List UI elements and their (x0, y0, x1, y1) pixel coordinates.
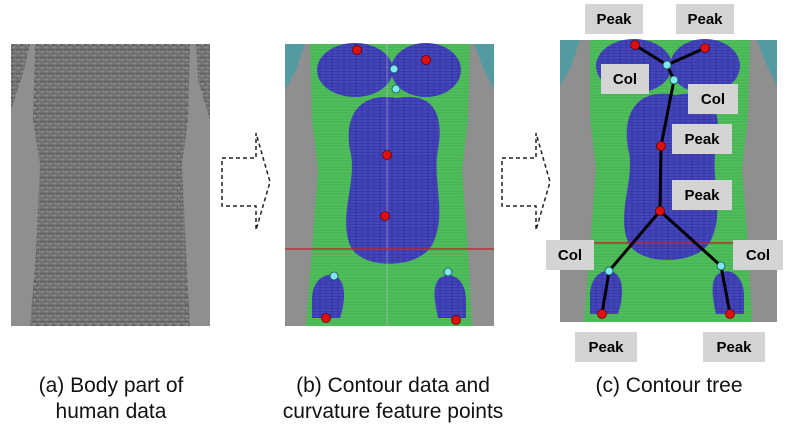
tree-edge (634, 43, 668, 67)
label-box (585, 4, 643, 34)
panel-a-body-image (11, 44, 210, 326)
tree-edge (666, 46, 706, 67)
label-box (676, 4, 734, 34)
col-point (329, 271, 339, 281)
arrow-b-to-c (501, 132, 551, 231)
tree-label: Peak (716, 339, 752, 356)
peak-point (725, 309, 735, 319)
panel-b-feature-points (321, 45, 461, 325)
tree-edge (658, 145, 663, 212)
peak-point (380, 211, 390, 221)
label-box (703, 332, 765, 362)
caption-panel-c: (c) Contour tree (595, 374, 743, 397)
tree-label: Col (613, 71, 637, 88)
tree-edge (719, 265, 732, 315)
col-point (669, 75, 679, 85)
peak-point (451, 315, 461, 325)
label-box (546, 240, 594, 270)
peak-point (655, 206, 665, 216)
col-point (604, 266, 614, 276)
label-box (733, 240, 783, 270)
tree-label: Col (558, 247, 582, 264)
col-point (662, 60, 672, 70)
tree-labels: Peak Peak Col Col Peak Peak Col Col Peak… (546, 4, 783, 362)
label-box (672, 124, 732, 154)
col-point (389, 64, 399, 74)
caption-panel-b: (b) Contour data and curvature feature p… (282, 374, 504, 423)
tree-edge (600, 270, 611, 315)
tree-label: Peak (684, 131, 720, 148)
col-point (391, 84, 401, 94)
caption-panel-a: (a) Body part of human data (38, 374, 184, 423)
label-box (601, 64, 649, 94)
peak-point (630, 40, 640, 50)
peak-point (656, 141, 666, 151)
tree-label: Col (701, 91, 725, 108)
label-box (575, 332, 637, 362)
peak-point (382, 150, 392, 160)
peak-point (321, 313, 331, 323)
label-box (688, 84, 738, 114)
panel-b-contour-image (285, 43, 494, 326)
tree-label: Peak (588, 339, 624, 356)
contour-tree (597, 40, 735, 319)
tree-edge (659, 79, 676, 147)
panel-c-contour-image (560, 39, 777, 322)
peak-point (352, 45, 362, 55)
peak-point (700, 43, 710, 53)
col-point (443, 267, 453, 277)
tree-label: Peak (684, 187, 720, 204)
tree-label: Peak (596, 11, 632, 28)
col-point (716, 261, 726, 271)
tree-label: Col (746, 247, 770, 264)
tree-edge (658, 209, 723, 268)
arrow-a-to-b (221, 132, 271, 231)
tree-edge (607, 210, 662, 272)
peak-point (597, 309, 607, 319)
tree-label: Peak (687, 11, 723, 28)
label-box (672, 180, 732, 210)
peak-point (421, 55, 431, 65)
